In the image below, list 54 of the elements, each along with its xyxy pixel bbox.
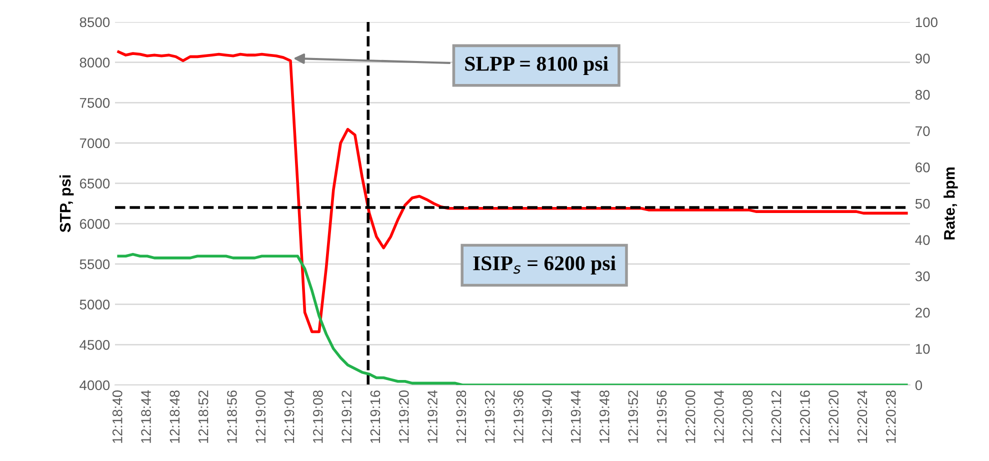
x-tick-label: 12:19:24 [428, 390, 438, 443]
x-tick-label: 12:18:56 [227, 390, 237, 443]
x-tick-label: 12:19:04 [284, 390, 294, 443]
x-tick-label: 12:20:20 [828, 390, 839, 443]
x-tick-label: 12:19:12 [342, 390, 352, 443]
x-tick-label: 12:19:32 [484, 390, 495, 443]
y-tick-label: 5500 [80, 259, 110, 270]
x-tick-label: 12:19:44 [570, 390, 581, 443]
y-tick-label: 7000 [80, 138, 110, 148]
x-tick-label: 12:19:08 [313, 390, 323, 443]
x-tick-label: 12:18:40 [112, 390, 122, 443]
y-tick-label: 6500 [80, 178, 110, 189]
y2-tick-label: 80 [915, 90, 930, 100]
x-tick-label: 12:20:08 [742, 390, 753, 443]
line-series [117, 252, 908, 385]
y2-axis-title: Rate, bpm [944, 168, 958, 240]
x-tick-label: 12:19:28 [456, 390, 466, 443]
y2-tick-label: 100 [916, 17, 938, 28]
y-tick-label: 5000 [80, 300, 110, 310]
y2-tick-label: 90 [916, 54, 930, 64]
x-tick-label: 12:20:04 [714, 390, 724, 443]
x-tick-label: 12:18:44 [141, 390, 151, 443]
x-tick-label: 12:20:00 [685, 390, 696, 443]
x-tick-label: 12:19:40 [542, 390, 552, 443]
y-tick-label: 7500 [80, 98, 110, 108]
y-axis-title: STP, psi [59, 175, 74, 232]
y-tick-label: 8500 [80, 17, 110, 28]
y2-tick-label: 50 [915, 198, 930, 209]
x-tick-label: 12:19:36 [514, 390, 524, 443]
y-tick-label: 8000 [80, 58, 110, 68]
y-tick-label: 4500 [80, 340, 110, 350]
y-tick-label: 4000 [80, 380, 110, 390]
y2-tick-label: 60 [916, 162, 930, 172]
y2-tick-label: 10 [916, 344, 930, 354]
x-tick-label: 12:19:20 [398, 390, 409, 443]
y2-tick-label: 20 [916, 308, 930, 318]
y2-tick-label: 0 [915, 380, 922, 390]
x-tick-label: 12:20:12 [771, 390, 782, 443]
x-tick-label: 12:18:48 [170, 390, 180, 443]
y-tick-label: 6000 [80, 219, 110, 229]
y2-tick-label: 40 [915, 235, 930, 245]
x-tick-label: 12:20:24 [857, 390, 868, 443]
y2-tick-label: 70 [916, 126, 930, 136]
x-tick-label: 12:20:16 [800, 390, 810, 443]
ref-line-label: ISIP$_{s}$ = 6200 psi [473, 256, 616, 275]
x-tick-label: 12:19:00 [256, 390, 266, 443]
x-tick-label: 12:19:56 [656, 390, 667, 443]
x-tick-label: 12:19:16 [370, 390, 380, 443]
annotation: SLPP = 8100 psi [465, 56, 608, 76]
x-tick-label: 12:18:52 [198, 390, 208, 443]
x-tick-label: 12:20:28 [886, 390, 896, 443]
x-tick-label: 12:19:48 [600, 390, 610, 443]
x-tick-label: 12:19:52 [628, 390, 638, 443]
y2-tick-label: 30 [915, 271, 930, 282]
